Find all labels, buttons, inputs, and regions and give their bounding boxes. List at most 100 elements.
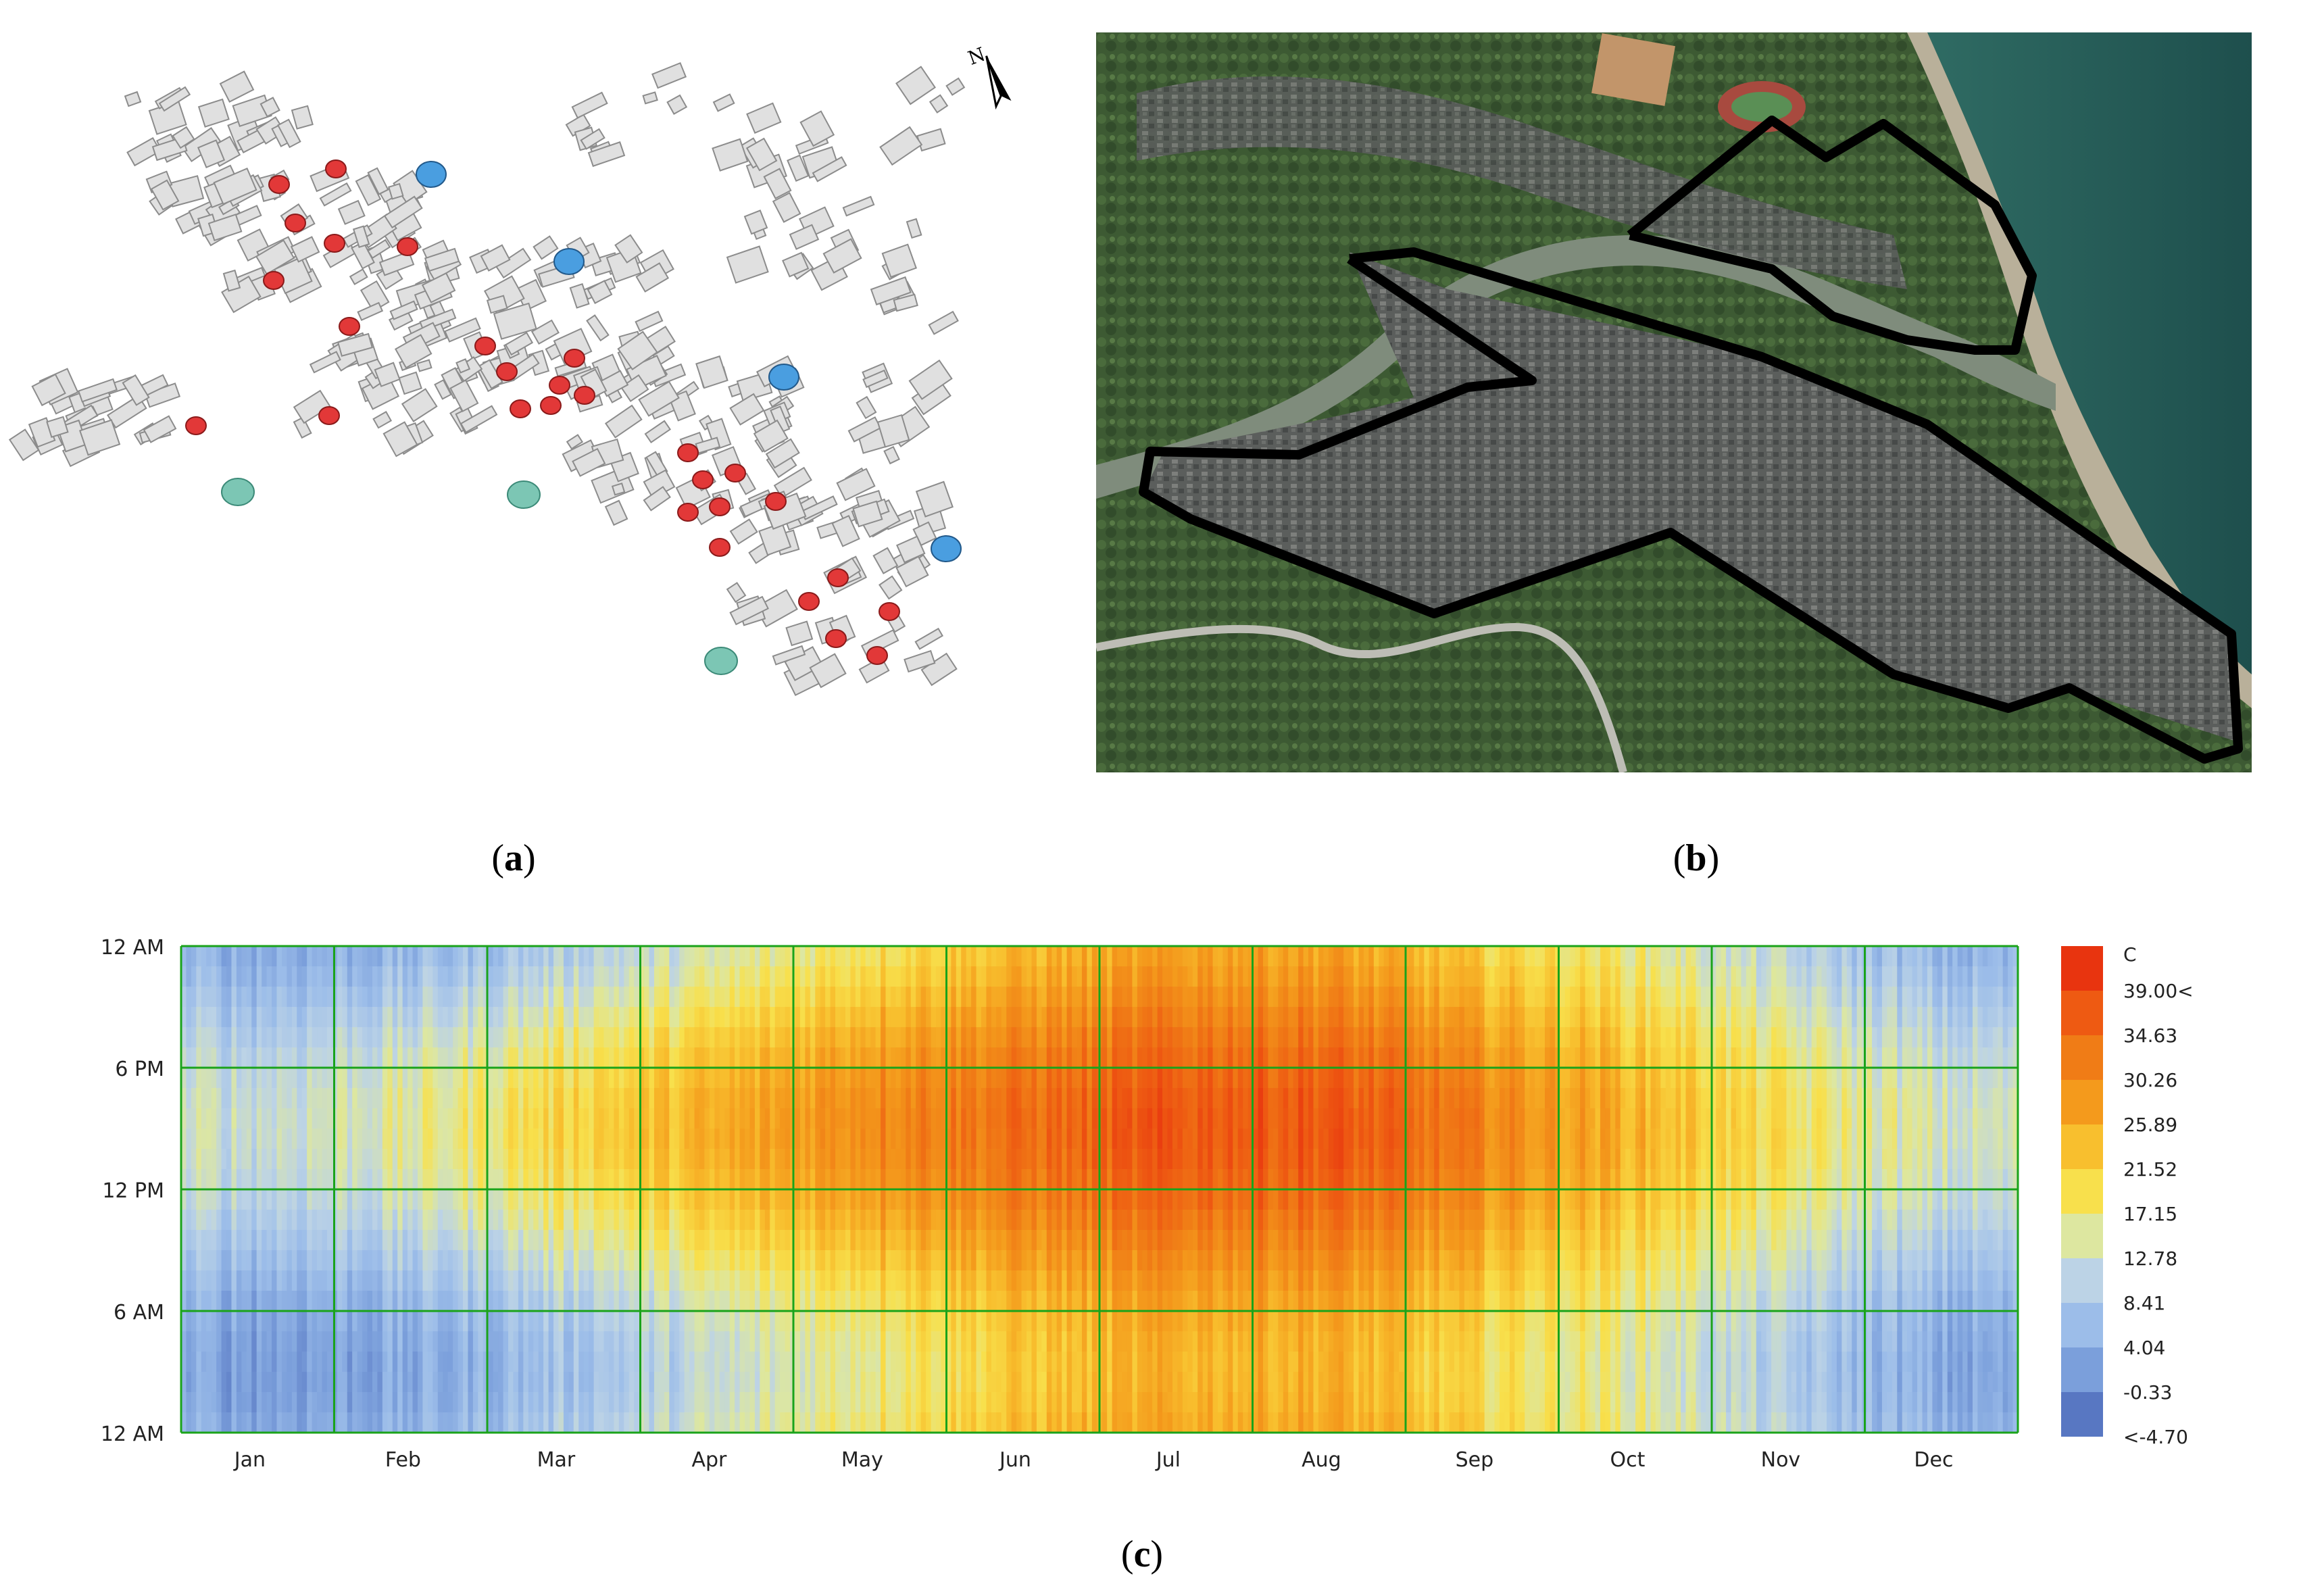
heat-cell — [729, 1027, 735, 1048]
heat-cell — [951, 1372, 957, 1393]
heat-cell — [694, 946, 700, 967]
heat-cell — [1031, 1068, 1037, 1089]
heat-cell — [1046, 966, 1052, 987]
heat-cell — [498, 1088, 504, 1109]
heat-cell — [427, 1129, 433, 1149]
heat-cell — [326, 1270, 332, 1291]
heat-cell — [709, 1149, 715, 1170]
heat-cell — [432, 1291, 439, 1312]
heat-cell — [246, 1027, 252, 1048]
heat-cell — [272, 1149, 278, 1170]
heat-cell — [1066, 1331, 1072, 1352]
heat-cell — [407, 1270, 414, 1291]
heat-cell — [664, 946, 670, 967]
heat-cell — [432, 1250, 439, 1271]
heat-cell — [825, 987, 831, 1008]
heat-cell — [523, 1250, 529, 1271]
heat-cell — [961, 1149, 967, 1170]
heat-cell — [407, 1230, 414, 1251]
heat-cell — [805, 1007, 811, 1028]
heat-cell — [774, 1047, 781, 1068]
heat-cell — [1001, 1047, 1007, 1068]
heat-cell — [518, 1291, 524, 1312]
heat-cell — [538, 1047, 544, 1068]
heat-cell — [503, 1108, 509, 1129]
heat-cell — [1132, 966, 1138, 987]
heat-cell — [684, 1108, 690, 1129]
heat-cell — [674, 1250, 680, 1271]
heat-cell — [387, 1149, 393, 1170]
heat-cell — [548, 1169, 554, 1190]
heat-cell — [478, 1068, 484, 1089]
heat-cell — [1066, 1169, 1072, 1190]
heat-cell — [307, 1331, 313, 1352]
heat-cell — [558, 1291, 564, 1312]
heat-cell — [553, 1210, 560, 1231]
heat-cell — [664, 1230, 670, 1251]
heat-cell — [760, 1311, 766, 1332]
heat-cell — [1102, 1007, 1108, 1028]
heat-cell — [1117, 1331, 1123, 1352]
heat-cell — [935, 1007, 942, 1028]
building — [695, 355, 728, 389]
heat-cell — [221, 1372, 227, 1393]
heat-cell — [216, 1392, 222, 1413]
heat-cell — [603, 1129, 610, 1149]
heat-cell — [840, 1189, 846, 1210]
heat-cell — [724, 1331, 731, 1352]
heat-cell — [850, 1189, 856, 1210]
heat-cell — [1021, 1372, 1027, 1393]
heat-cell — [951, 1068, 957, 1089]
heat-cell — [644, 1169, 650, 1190]
heat-cell — [523, 966, 529, 987]
heat-cell — [1016, 1412, 1022, 1433]
heat-cell — [241, 1210, 247, 1231]
heat-cell — [291, 1149, 297, 1170]
heat-cell — [941, 1311, 947, 1332]
heat-cell — [926, 1412, 932, 1433]
heat-cell — [1046, 1047, 1052, 1068]
heat-cell — [664, 1047, 670, 1068]
red-marker — [339, 317, 360, 336]
heat-cell — [181, 1230, 187, 1251]
heat-cell — [558, 1027, 564, 1048]
heat-cell — [855, 1027, 861, 1048]
heat-cell — [488, 946, 494, 967]
heat-cell — [981, 1189, 987, 1210]
heat-cell — [1011, 966, 1017, 987]
heat-cell — [1041, 1068, 1047, 1089]
heat-cell — [986, 1068, 992, 1089]
heat-cell — [795, 1189, 801, 1210]
heat-cell — [719, 1250, 725, 1271]
heat-cell — [850, 1007, 856, 1028]
heat-cell — [382, 1352, 388, 1372]
heat-cell — [508, 1291, 514, 1312]
heat-cell — [387, 1027, 393, 1048]
heat-cell — [241, 1149, 247, 1170]
heat-cell — [931, 1088, 937, 1109]
heat-cell — [835, 1291, 841, 1312]
red-marker — [263, 271, 285, 290]
heat-cell — [412, 946, 418, 967]
heat-cell — [780, 1129, 786, 1149]
red-marker — [677, 443, 699, 462]
heat-cell — [981, 1129, 987, 1149]
heat-cell — [1062, 966, 1068, 987]
heat-cell — [820, 1412, 826, 1433]
heat-cell — [1016, 1372, 1022, 1393]
heat-cell — [513, 1047, 519, 1068]
heat-cell — [719, 1068, 725, 1089]
heat-cell — [719, 1007, 725, 1028]
heat-cell — [291, 1027, 297, 1048]
teal-marker — [704, 647, 738, 675]
heat-cell — [297, 1189, 303, 1210]
heat-cell — [236, 1230, 242, 1251]
heat-cell — [890, 1331, 897, 1352]
heat-cell — [186, 987, 192, 1008]
heat-cell — [599, 1210, 605, 1231]
heat-cell — [608, 1210, 615, 1231]
heat-cell — [251, 1352, 257, 1372]
heat-cell — [1107, 1189, 1113, 1210]
heat-cell — [669, 987, 675, 1008]
heat-cell — [739, 1331, 745, 1352]
